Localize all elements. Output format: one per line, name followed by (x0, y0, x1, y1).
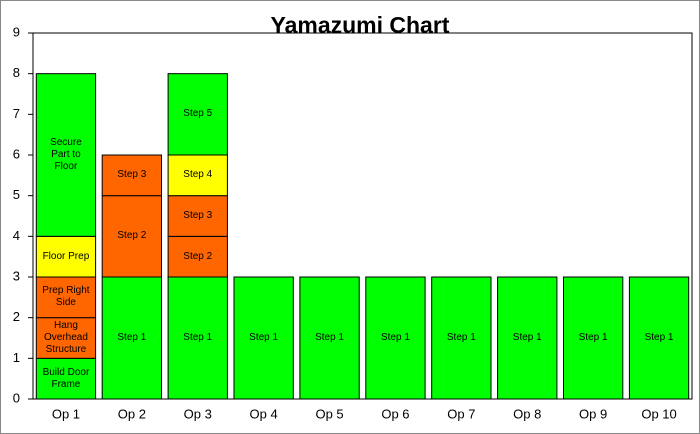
bar-segment (101, 154, 163, 197)
y-tick-label: 1 (13, 350, 20, 365)
segment-label-box: Step 1 (380, 332, 410, 343)
segment-label-box: Step 1 (249, 332, 279, 343)
segment-label: Step 2 (183, 250, 213, 262)
bar-segment (167, 154, 228, 197)
bar-segment (233, 276, 294, 400)
bar-segment (101, 195, 163, 278)
bar-segment (299, 276, 360, 400)
bar-segment (497, 276, 558, 400)
y-tick-label: 9 (13, 24, 20, 39)
segment-label-box: Step 1 (578, 332, 608, 343)
segment-label-box: Step 3 (117, 169, 147, 181)
segment-label: Hang Overhead Structure (43, 319, 88, 355)
segment-label: Step 1 (117, 332, 147, 343)
segment-label: Step 2 (117, 230, 147, 242)
x-tick-label: Op 2 (118, 406, 146, 421)
segment-label-box: Step 1 (183, 332, 213, 343)
y-tick-label: 2 (13, 309, 20, 324)
y-tick-label: 0 (13, 390, 20, 405)
segment-label: Step 5 (183, 108, 213, 120)
segment-label-box: Secure Part to Floor (50, 136, 82, 172)
segment-label-box: Step 1 (446, 332, 476, 343)
segment-label-box: Step 2 (117, 230, 147, 242)
segment-label-box: Step 2 (183, 250, 213, 262)
segment-label-box: Step 1 (512, 332, 542, 343)
bar-segment (35, 317, 97, 359)
x-tick-label: Op 8 (513, 406, 541, 421)
y-tick-label: 3 (13, 268, 20, 283)
segment-label-box: Step 3 (183, 209, 213, 221)
bar-segment (431, 276, 492, 400)
segment-label: Step 3 (183, 209, 213, 221)
segment-label: Step 1 (315, 332, 344, 343)
bar-segment (167, 195, 228, 237)
bar-segment (167, 73, 228, 156)
segment-label: Step 1 (644, 332, 674, 343)
bar-segment (562, 276, 624, 400)
segment-label: Step 1 (578, 332, 608, 343)
segment-label-box: Floor Prep (42, 250, 90, 262)
x-tick-label: Op 7 (447, 406, 475, 421)
segment-label: Step 1 (446, 332, 476, 343)
segment-label-box: Step 4 (183, 169, 213, 181)
x-tick-label: Op 6 (381, 406, 409, 421)
bar-segment (167, 235, 228, 278)
segment-label-box: Step 1 (644, 332, 674, 343)
bar-segment (35, 235, 97, 278)
y-tick-label: 7 (13, 106, 20, 121)
segment-label: Step 1 (183, 332, 213, 343)
segment-label: Step 3 (117, 169, 147, 181)
x-tick-label: Op 4 (250, 406, 278, 421)
x-tick-label: Op 3 (184, 406, 212, 421)
bar-segment (628, 276, 690, 400)
segment-label-box: Build Door Frame (42, 366, 90, 390)
y-tick-label: 5 (13, 187, 20, 202)
bar-segment (101, 276, 163, 400)
bar-segment (365, 276, 426, 400)
x-tick-label: Op 9 (579, 406, 607, 421)
segment-label: Step 1 (380, 332, 410, 343)
x-tick-label: Op 10 (641, 406, 676, 421)
segment-label-box: Prep Right Side (42, 285, 90, 309)
y-tick-label: 6 (13, 146, 20, 161)
y-tick-label: 8 (13, 65, 20, 80)
x-tick-label: Op 5 (315, 406, 343, 421)
segment-label-box: Step 1 (117, 332, 147, 343)
segment-label: Secure Part to Floor (50, 136, 82, 172)
bar-segment (35, 357, 97, 400)
segment-label: Step 4 (183, 169, 213, 181)
segment-label: Prep Right Side (42, 285, 90, 309)
segment-label-box: Step 5 (183, 108, 213, 120)
segment-label: Floor Prep (42, 250, 90, 262)
segment-label: Step 1 (512, 332, 542, 343)
segment-label: Step 1 (249, 332, 279, 343)
segment-label: Build Door Frame (42, 366, 90, 390)
segment-label-box: Step 1 (315, 332, 344, 343)
x-tick-label: Op 1 (52, 406, 80, 421)
segment-label-box: Hang Overhead Structure (43, 319, 88, 355)
bar-segment (35, 73, 97, 237)
bar-segment (35, 276, 97, 319)
y-tick-label: 4 (13, 228, 20, 243)
